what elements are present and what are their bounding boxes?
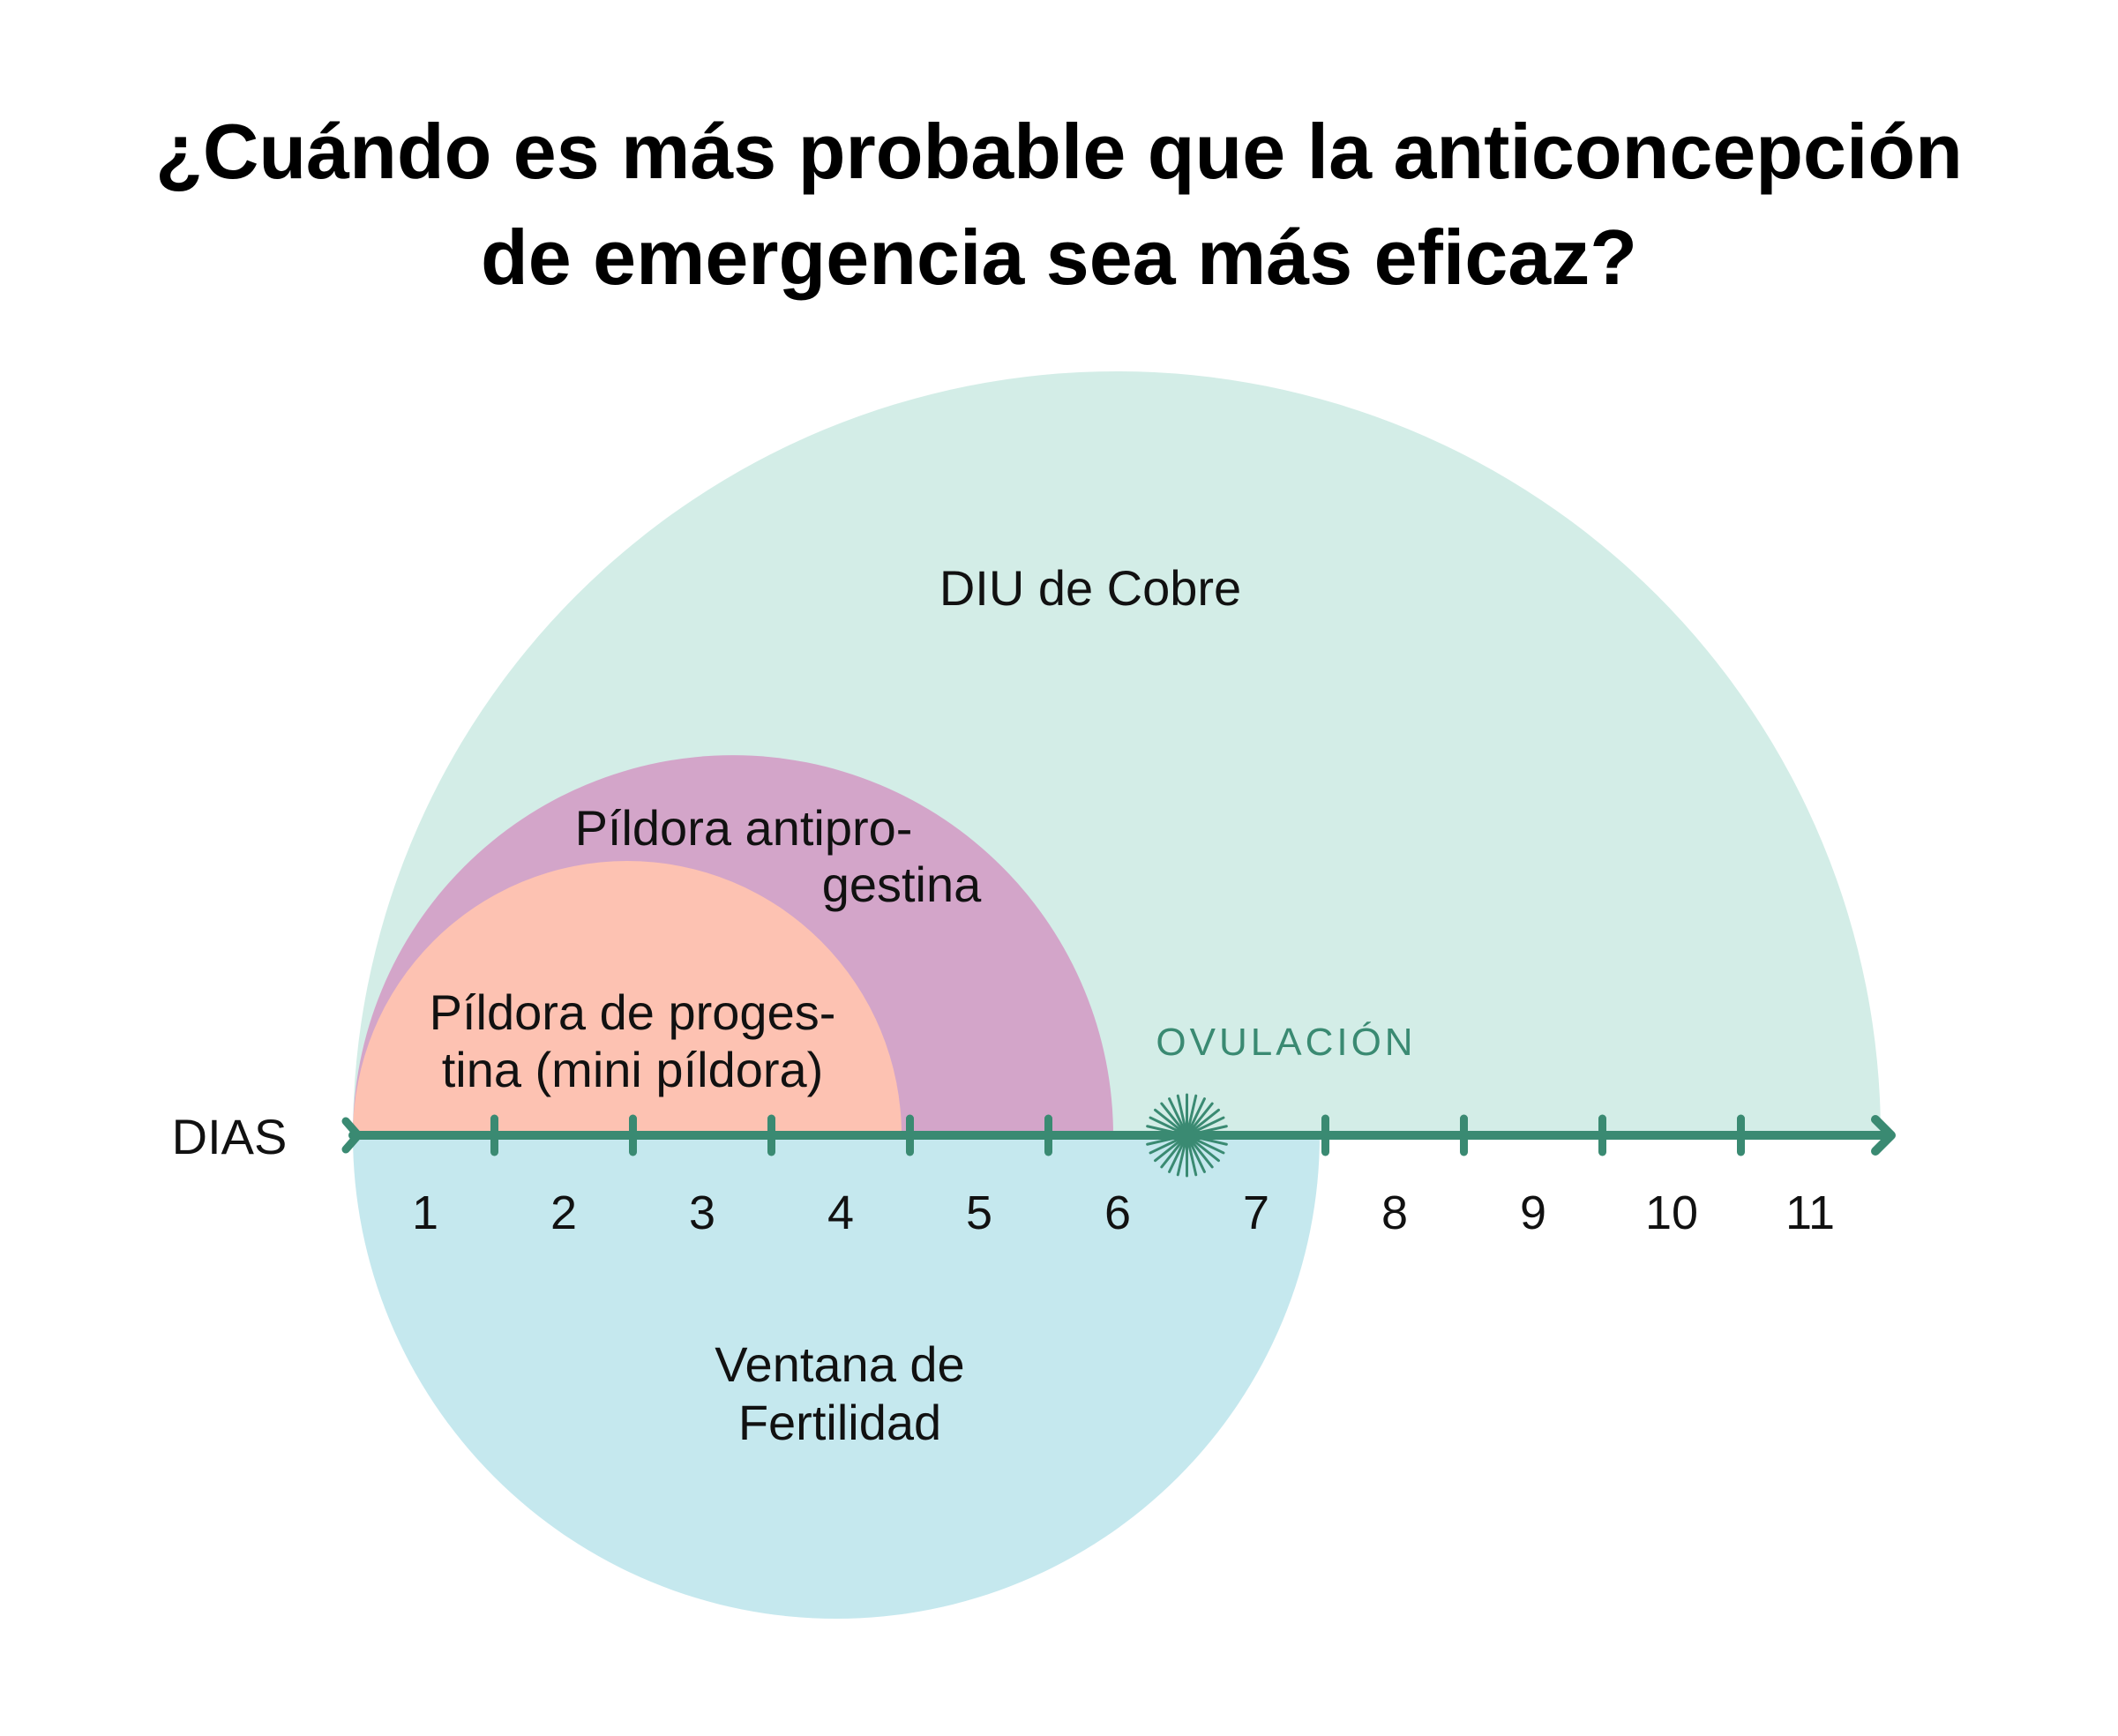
day-label: 9 [1520, 1186, 1546, 1239]
progestin-pill-label-line-2: tina (mini píldora) [442, 1042, 824, 1097]
ovulation-marker-ray [1190, 1136, 1225, 1155]
ovulation-marker-ray [1146, 1134, 1184, 1146]
ovulation-marker-ray [1149, 1116, 1184, 1134]
ovulation-marker-ray [1189, 1137, 1220, 1163]
ovulation-marker-ray [1176, 1139, 1187, 1177]
axis-arrow-head [1871, 1115, 1896, 1156]
ovulation-marker-ray [1146, 1125, 1184, 1136]
fertility-window-label-line-2: Fertilidad [738, 1395, 941, 1450]
progestin-pill-region [353, 861, 902, 1135]
day-label: 8 [1381, 1186, 1408, 1239]
ovulation-marker-center [1179, 1127, 1195, 1143]
day-label: 4 [827, 1186, 854, 1239]
ovulation-marker-ray [1188, 1138, 1214, 1169]
day-label: 10 [1645, 1186, 1698, 1239]
ovulation-marker-ray [1187, 1138, 1206, 1173]
antiprogestin-pill-label-line-2: gestina [822, 857, 982, 912]
ovulation-marker-ray [1187, 1097, 1206, 1133]
page-title-line-1: ¿Cuándo es más probable que la anticonce… [155, 108, 1963, 195]
ovulation-marker-ray [1149, 1136, 1184, 1155]
day-label: 5 [966, 1186, 992, 1239]
axis-label-dias: DIAS [172, 1109, 288, 1164]
day-label: 1 [412, 1186, 438, 1239]
day-label: 7 [1243, 1186, 1269, 1239]
fertility-window-region [353, 1135, 1320, 1619]
ovulation-marker-ray [1190, 1134, 1228, 1146]
ovulation-marker-ray [1160, 1138, 1186, 1169]
ovulation-marker-ray [1186, 1139, 1198, 1177]
ovulation-marker-ray [1186, 1094, 1198, 1132]
progestin-pill-label-line-1: Píldora de proges- [430, 984, 836, 1040]
ovulation-marker-ray [1189, 1108, 1220, 1134]
fertility-window-label-line-1: Ventana de [715, 1336, 964, 1392]
ovulation-marker-ray [1190, 1116, 1225, 1134]
ovulation-marker-ray [1188, 1102, 1214, 1133]
copper-iud-label: DIU de Cobre [939, 560, 1241, 616]
ovulation-label: OVULACIÓN [1156, 1021, 1416, 1064]
antiprogestin-pill-label-line-1: Píldora antipro- [575, 800, 913, 856]
day-axis: 1 2 3 4 5 6 7 8 9 10 11 [341, 1093, 1896, 1239]
day-label: 3 [689, 1186, 715, 1239]
page-title-line-2: de emergencia sea más eficaz? [481, 213, 1637, 301]
axis-start-chevron [341, 1117, 363, 1154]
ovulation-marker-ray [1190, 1125, 1228, 1136]
ovulation-marker-ray [1154, 1108, 1185, 1134]
ovulation-marker-ray [1168, 1138, 1186, 1173]
day-label: 11 [1785, 1186, 1835, 1239]
day-label: 2 [550, 1186, 577, 1239]
ovulation-marker-ray [1176, 1094, 1187, 1132]
ovulation-marker-ray [1168, 1097, 1186, 1133]
ovulation-marker-ray [1154, 1137, 1185, 1163]
day-label: 6 [1104, 1186, 1131, 1239]
ovulation-marker-ray [1160, 1102, 1186, 1133]
